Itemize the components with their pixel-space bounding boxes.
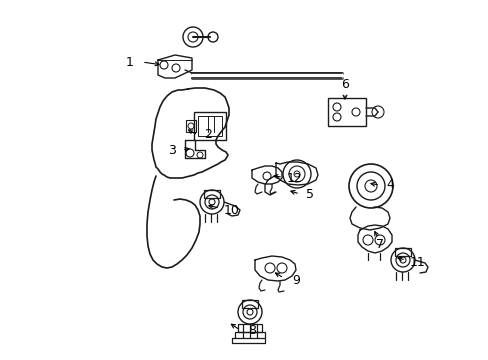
Bar — [238, 324, 262, 332]
Circle shape — [200, 190, 224, 214]
Circle shape — [390, 248, 414, 272]
Bar — [235, 332, 264, 338]
Text: 12: 12 — [286, 171, 302, 184]
Text: 11: 11 — [409, 256, 425, 269]
Bar — [327, 98, 365, 126]
Circle shape — [238, 300, 262, 324]
Bar — [394, 248, 410, 256]
Text: 1: 1 — [126, 55, 134, 68]
Bar — [185, 120, 196, 132]
Bar — [203, 190, 220, 198]
Text: 4: 4 — [385, 179, 393, 192]
Bar — [194, 112, 225, 140]
Bar — [242, 300, 258, 308]
Text: 9: 9 — [291, 274, 299, 287]
Text: 3: 3 — [168, 144, 176, 157]
Text: 10: 10 — [224, 203, 240, 216]
Text: 5: 5 — [305, 189, 313, 202]
Text: 8: 8 — [247, 324, 256, 337]
Text: 7: 7 — [375, 238, 383, 252]
Text: 6: 6 — [340, 78, 348, 91]
Bar — [198, 116, 222, 136]
Text: 2: 2 — [203, 129, 211, 141]
